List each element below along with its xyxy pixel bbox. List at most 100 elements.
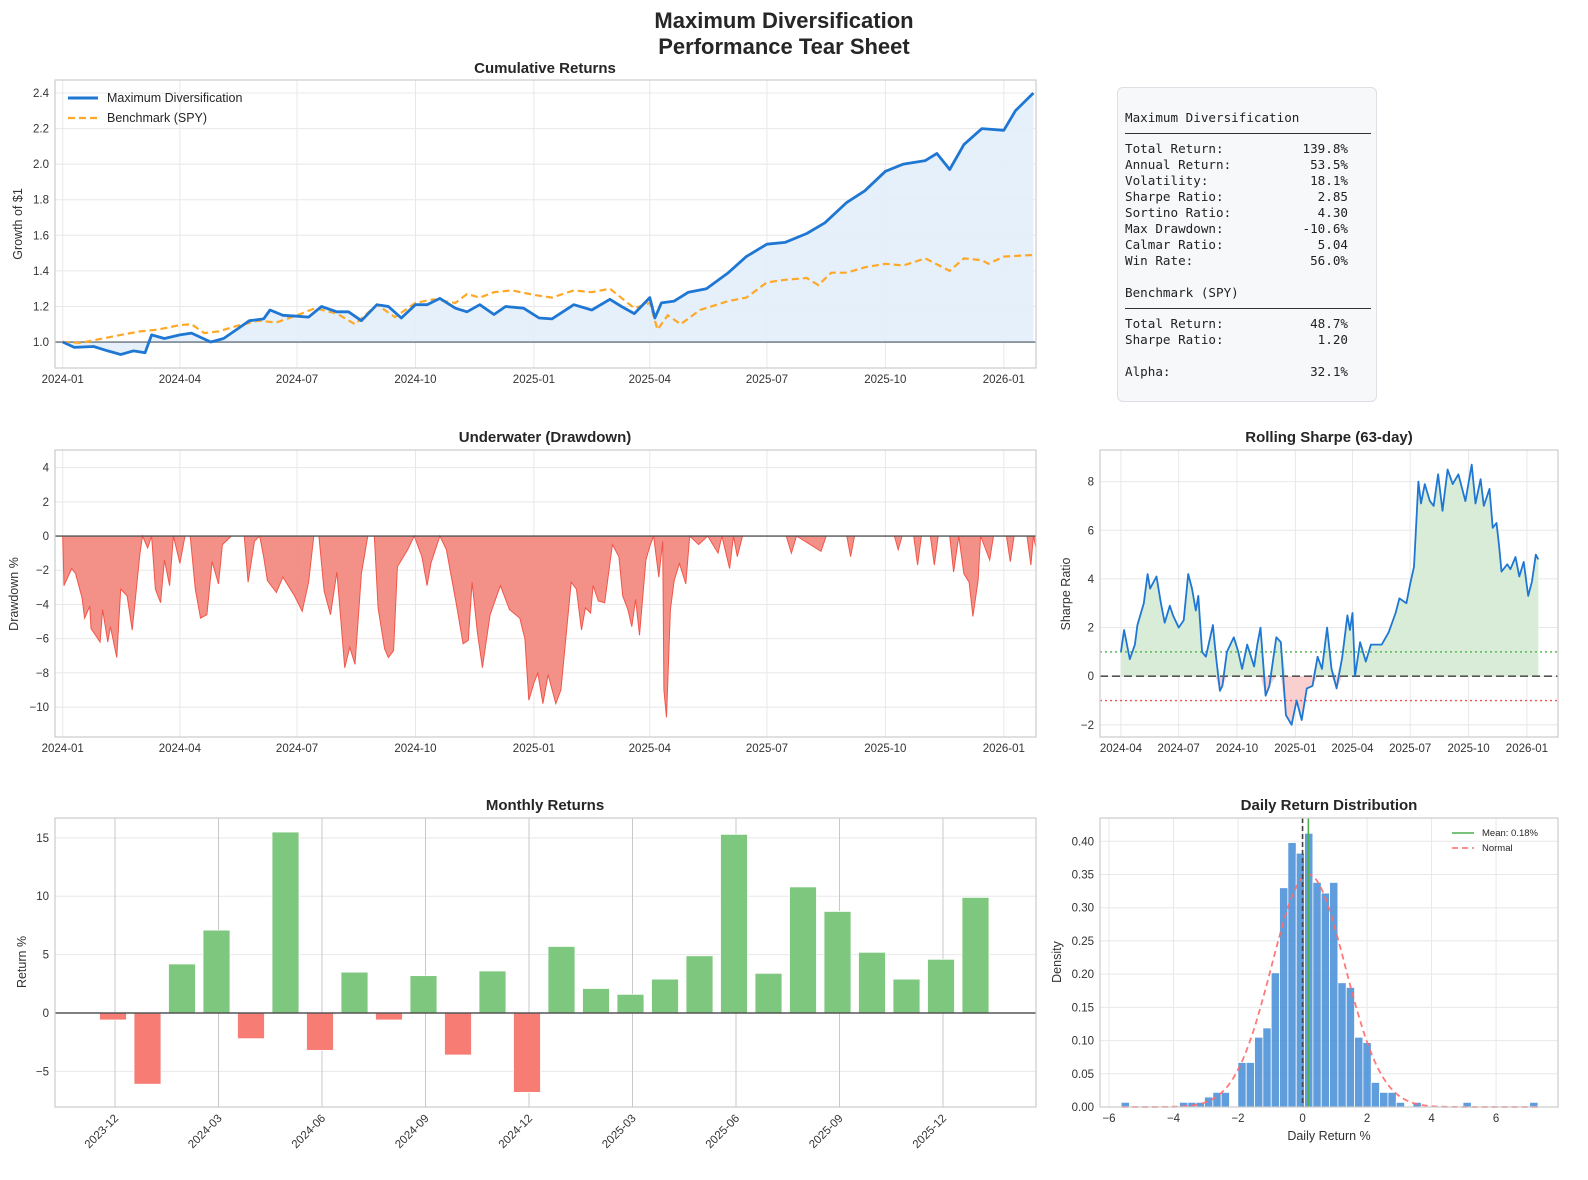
y-tick-label: 0.25 [1072,936,1094,948]
axes-frame [1099,449,1559,738]
stats-label: Sharpe Ratio: [1125,332,1224,347]
y-tick-label: 5 [43,950,49,962]
y-tick-label: −5 [36,1066,49,1078]
x-tick-label: 2024-12 [497,1113,535,1151]
stats-value: 48.7% [1310,316,1348,331]
histogram-bin [1220,1091,1230,1108]
x-tick-label: 2025-07 [1389,743,1431,755]
stats-row: Sharpe Ratio: 2.85 [1125,189,1348,205]
y-tick-label: 0.15 [1072,1002,1094,1014]
x-tick-label: 2025-09 [807,1113,845,1151]
y-tick-label: −10 [29,702,49,714]
x-tick-label: 2025-04 [1331,743,1374,755]
monthly-bar-2025-01 [547,946,576,1014]
y-tick-label: 2.2 [33,124,49,136]
x-tick-label: 2023-12 [83,1113,121,1151]
x-tick-label: 2026-01 [983,743,1025,755]
legend-label-benchmark: Benchmark (SPY) [107,111,207,125]
histogram-bin [1254,1036,1264,1108]
y-tick-label: 1.0 [33,337,49,349]
monthly-bar-2025-02 [582,988,610,1014]
distribution-title: Daily Return Distribution [1241,797,1418,814]
monthly-bar-2025-08 [789,886,817,1014]
monthly-bar-2024-06 [306,1012,334,1051]
histogram-bin [1320,892,1330,1108]
y-tick-label: 1.4 [33,266,50,278]
rolling-sharpe-chart: 8 6 4 2 0 −2 2024-04 2024-07 2024-10 2025-01 2025-… [1081,449,1559,755]
cumulative-ylabel: Growth of $1 [11,188,25,260]
monthly-returns-ylabel: Return % [15,936,29,988]
stats-row: Calmar Ratio: 5.04 [1125,237,1348,253]
stats-row: Volatility: 18.1% [1125,173,1348,189]
stats-divider [1125,308,1371,309]
axes-frame [54,449,1037,738]
drawdown-ylabel: Drawdown % [7,557,21,631]
y-tick-label: 2.4 [33,88,50,100]
monthly-bar-2024-12 [513,1012,541,1093]
rolling-sharpe-ylabel: Sharpe Ratio [1059,557,1073,630]
monthly-bar-2025-04 [651,978,679,1014]
y-tick-label: 1.6 [33,230,49,242]
x-tick-label: 2026-01 [1506,743,1548,755]
axes-frame [1099,817,1559,1108]
monthly-bar-2025-10 [858,951,886,1014]
x-tick-label: 2024-04 [159,743,202,755]
stats-label: Win Rate: [1125,253,1194,268]
stats-value: 18.1% [1310,173,1348,188]
monthly-bar-2026-01 [961,897,990,1014]
x-tick-label: −2 [1231,1113,1244,1125]
y-tick-label: −4 [36,599,50,611]
x-tick-label: 2024-10 [394,374,436,386]
monthly-bar-2024-10 [444,1012,472,1056]
x-tick-label: 2 [1364,1113,1370,1125]
y-tick-label: 10 [36,891,49,903]
monthly-returns-chart: 15 10 5 0 −5 2023-12 2024-03 2024-06 2024-09 2024… [36,817,1037,1151]
monthly-bar-2025-09 [823,911,852,1014]
y-tick-label: −2 [36,565,49,577]
monthly-bar-2024-11 [478,970,507,1014]
monthly-bar-2025-12 [927,958,955,1014]
x-tick-label: 2024-10 [1216,743,1258,755]
y-tick-label: 0 [43,1008,49,1020]
stats-strategy-header: Maximum Diversification [1125,110,1300,125]
stats-strategy-rows: Total Return: 139.8% Annual Return: 53.5% Vo… [1125,141,1376,269]
x-tick-label: 2024-04 [1100,743,1143,755]
y-tick-label: 2 [43,497,49,509]
stats-row: Sharpe Ratio: 1.20 [1125,332,1348,348]
x-tick-label: 2026-01 [983,374,1025,386]
cumulative-returns-title: Cumulative Returns [474,60,616,77]
strategy-area-fill [62,93,1034,355]
stats-row: Sortino Ratio: 4.30 [1125,205,1348,221]
x-tick-label: 2025-06 [704,1113,742,1151]
drawdown-chart: 4 2 0 −2 −4 −6 −8 −10 2024-01 2024-04 2024-07 2024-… [29,449,1037,755]
x-tick-label: 2024-07 [276,743,318,755]
monthly-bar-2024-04 [237,1012,265,1040]
stats-row: Win Rate: 56.0% [1125,253,1348,269]
stats-row: Total Return: 139.8% [1125,141,1348,157]
monthly-bar-2024-01 [133,1012,162,1085]
histogram-bin [1279,887,1289,1108]
monthly-bar-2024-07 [340,971,369,1014]
histogram-bin [1270,972,1280,1108]
x-tick-label: 2025-01 [513,374,555,386]
x-tick-label: 2025-10 [1447,743,1489,755]
histogram-bin [1354,1036,1364,1108]
performance-stats-box: Maximum Diversification Total Return: 139… [1117,87,1377,402]
y-tick-label: 15 [36,833,49,845]
stats-value: -10.6% [1302,221,1349,236]
y-tick-label: 4 [43,463,50,475]
x-tick-label: 2024-03 [186,1113,224,1151]
histogram-bin [1379,1091,1389,1108]
y-tick-label: 0.05 [1072,1069,1094,1081]
x-tick-label: 2025-07 [746,374,788,386]
figure-title-line1: Maximum Diversification [654,8,913,33]
y-tick-label: 4 [1088,574,1095,586]
legend-label-normal: Normal [1482,843,1513,854]
benchmark-line [62,253,1034,345]
stats-row: Total Return: 48.7% [1125,316,1348,332]
monthly-bar-2025-07 [754,972,783,1014]
monthly-bar-2025-06 [720,833,748,1014]
monthly-returns-title: Monthly Returns [486,797,604,814]
monthly-bar-2023-12 [99,1012,127,1021]
monthly-bar-2024-02 [168,963,196,1014]
